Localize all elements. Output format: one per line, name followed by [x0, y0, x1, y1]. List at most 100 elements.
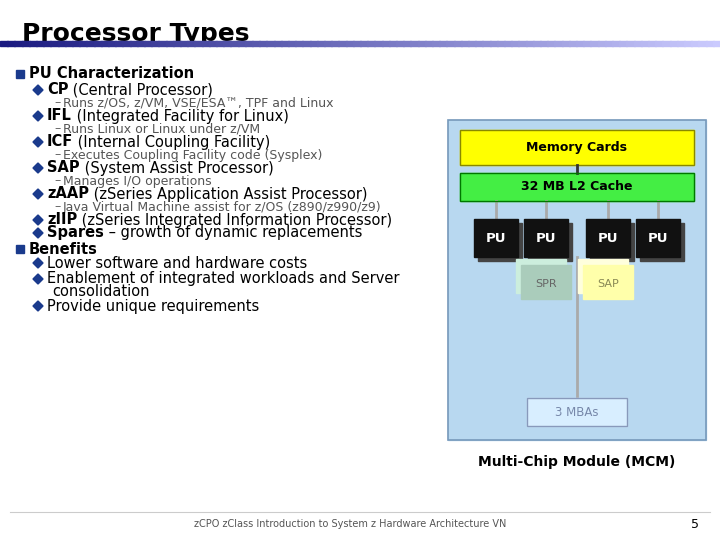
Text: Memory Cards: Memory Cards	[526, 141, 628, 154]
Bar	[50, 41, 58, 46]
Bar	[86, 41, 94, 46]
Bar	[528, 223, 572, 261]
Text: (zSeries Integrated Information Processor): (zSeries Integrated Information Processo…	[77, 213, 392, 227]
Polygon shape	[33, 85, 43, 95]
Bar	[648, 41, 656, 46]
Bar	[590, 41, 598, 46]
Bar	[460, 130, 694, 165]
Bar	[706, 41, 714, 46]
Text: SAP: SAP	[47, 160, 80, 176]
Text: zIIP: zIIP	[47, 213, 77, 227]
Bar	[583, 41, 591, 46]
Text: –: –	[54, 123, 60, 136]
Text: (zSeries Application Assist Processor): (zSeries Application Assist Processor)	[89, 186, 367, 201]
Bar	[619, 41, 627, 46]
Bar	[317, 41, 325, 46]
Bar	[527, 398, 627, 426]
Text: 32 MB L2 Cache: 32 MB L2 Cache	[521, 180, 633, 193]
Bar	[576, 41, 584, 46]
Bar	[338, 41, 346, 46]
Bar	[590, 223, 634, 261]
Polygon shape	[33, 228, 43, 238]
Bar	[468, 41, 476, 46]
Bar	[497, 41, 505, 46]
Bar	[209, 41, 217, 46]
Bar	[230, 41, 238, 46]
Polygon shape	[33, 163, 43, 173]
Text: PU: PU	[648, 232, 668, 245]
Bar	[641, 41, 649, 46]
Bar	[216, 41, 224, 46]
Text: Runs Linux or Linux under z/VM: Runs Linux or Linux under z/VM	[63, 123, 260, 136]
Bar	[403, 41, 411, 46]
Bar	[137, 41, 145, 46]
Bar	[526, 41, 534, 46]
Bar	[454, 41, 462, 46]
Bar	[540, 41, 548, 46]
Polygon shape	[33, 274, 43, 284]
Text: (Internal Coupling Facility): (Internal Coupling Facility)	[73, 134, 271, 150]
Bar	[252, 41, 260, 46]
Bar	[578, 259, 628, 293]
Bar	[266, 41, 274, 46]
Bar	[16, 245, 24, 253]
Bar	[43, 41, 51, 46]
Bar	[586, 219, 630, 257]
Bar	[360, 41, 368, 46]
Bar	[460, 173, 694, 201]
Text: Spares: Spares	[47, 226, 104, 240]
Bar	[130, 41, 138, 46]
Text: ICF: ICF	[47, 134, 73, 150]
Text: –: –	[54, 148, 60, 161]
Polygon shape	[33, 137, 43, 147]
Text: PU: PU	[598, 232, 618, 245]
Bar	[533, 41, 541, 46]
Bar	[36, 41, 44, 46]
Bar	[475, 41, 483, 46]
Bar	[670, 41, 678, 46]
Bar	[382, 41, 390, 46]
Text: Processor Types: Processor Types	[22, 22, 250, 46]
Bar	[396, 41, 404, 46]
Text: Manages I/O operations: Manages I/O operations	[63, 174, 212, 187]
Bar	[527, 398, 627, 426]
Bar	[223, 41, 231, 46]
Bar	[547, 41, 555, 46]
Text: Lower software and hardware costs: Lower software and hardware costs	[47, 255, 307, 271]
Bar	[151, 41, 159, 46]
Bar	[478, 223, 522, 261]
Bar	[274, 41, 282, 46]
Text: (Central Processor): (Central Processor)	[68, 83, 213, 98]
Bar	[115, 41, 123, 46]
Bar	[612, 41, 620, 46]
Bar	[521, 265, 571, 299]
Bar	[460, 173, 694, 201]
Bar	[16, 70, 24, 78]
Text: PU Characterization: PU Characterization	[29, 66, 194, 82]
Bar	[65, 41, 73, 46]
Bar	[448, 120, 706, 440]
Bar	[22, 41, 30, 46]
Text: SPR: SPR	[535, 279, 557, 289]
Polygon shape	[33, 258, 43, 268]
Bar	[516, 259, 566, 293]
Text: IFL: IFL	[47, 109, 72, 124]
Bar	[562, 41, 570, 46]
Bar	[367, 41, 375, 46]
Text: 3 MBAs: 3 MBAs	[555, 406, 599, 419]
Bar	[202, 41, 210, 46]
Bar	[504, 41, 512, 46]
Bar	[474, 219, 518, 257]
Text: Java Virtual Machine assist for z/OS (z890/z990/z9): Java Virtual Machine assist for z/OS (z8…	[63, 200, 382, 213]
Bar	[425, 41, 433, 46]
Bar	[295, 41, 303, 46]
Bar	[432, 41, 440, 46]
Bar	[331, 41, 339, 46]
Text: –: –	[54, 174, 60, 187]
Text: (Integrated Facility for Linux): (Integrated Facility for Linux)	[72, 109, 289, 124]
Bar	[0, 41, 8, 46]
Bar	[94, 41, 102, 46]
Bar	[389, 41, 397, 46]
Bar	[636, 219, 680, 257]
Bar	[108, 41, 116, 46]
